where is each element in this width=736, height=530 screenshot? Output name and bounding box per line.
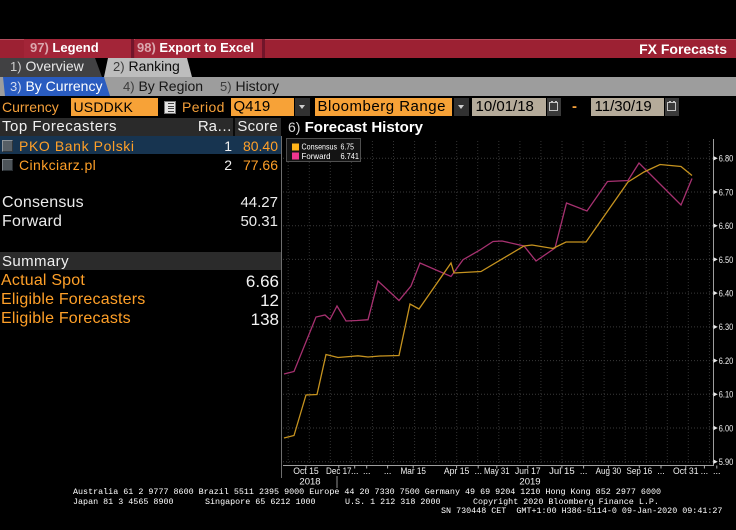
svg-text:...: ... — [580, 466, 588, 476]
svg-text:...: ... — [701, 466, 709, 476]
svg-text:Jun 17: Jun 17 — [515, 466, 541, 476]
svg-text:6.75: 6.75 — [341, 142, 355, 152]
svg-text:...: ... — [713, 466, 721, 476]
svg-text:Apr 15: Apr 15 — [444, 466, 470, 476]
svg-text:Sep 16: Sep 16 — [627, 466, 653, 476]
svg-text:May 31: May 31 — [484, 466, 510, 476]
svg-text:...: ... — [363, 466, 371, 476]
svg-text:6.70: 6.70 — [719, 187, 734, 197]
svg-text:6.20: 6.20 — [719, 356, 734, 366]
svg-text:Forward: Forward — [302, 151, 331, 161]
svg-text:6.30: 6.30 — [719, 322, 734, 332]
svg-text:5.90: 5.90 — [719, 457, 734, 467]
svg-text:Dec 17: Dec 17 — [326, 466, 352, 476]
svg-text:6.40: 6.40 — [719, 289, 734, 299]
svg-text:Oct 15: Oct 15 — [293, 466, 319, 476]
svg-text:6.10: 6.10 — [719, 390, 734, 400]
svg-text:Jul 15: Jul 15 — [549, 466, 575, 476]
svg-text:...: ... — [474, 466, 482, 476]
svg-text:...: ... — [384, 466, 392, 476]
svg-text:...: ... — [351, 466, 359, 476]
svg-text:2018: 2018 — [299, 477, 320, 488]
svg-text:6.60: 6.60 — [719, 221, 734, 231]
svg-text:Aug 30: Aug 30 — [596, 466, 622, 476]
svg-text:Oct 31: Oct 31 — [673, 466, 699, 476]
svg-text:6.80: 6.80 — [719, 154, 734, 164]
svg-text:Mar 15: Mar 15 — [400, 466, 426, 476]
svg-text:6.00: 6.00 — [719, 423, 734, 433]
svg-text:2019: 2019 — [519, 477, 540, 488]
svg-text:Consensus: Consensus — [302, 142, 338, 152]
svg-text:6.50: 6.50 — [719, 255, 734, 265]
svg-text:6.741: 6.741 — [341, 151, 360, 161]
svg-text:...: ... — [657, 466, 665, 476]
